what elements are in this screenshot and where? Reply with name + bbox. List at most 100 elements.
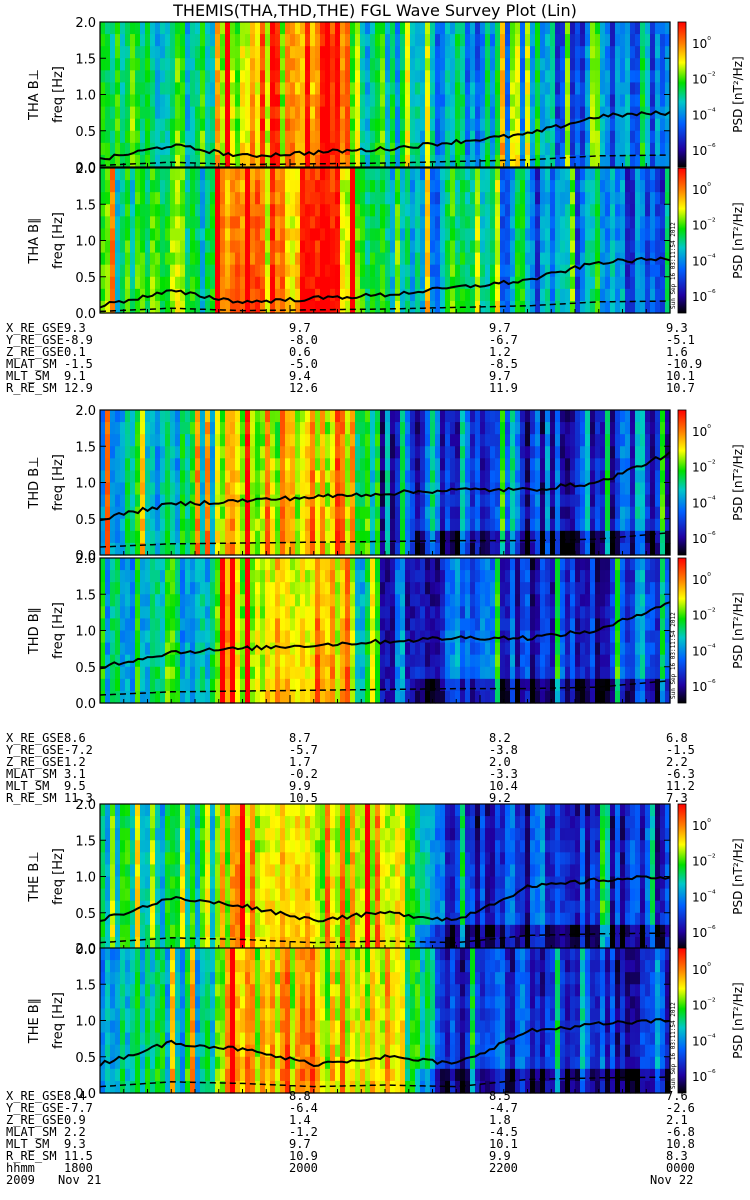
spectrogram-cell — [250, 168, 256, 181]
spectrogram-cell — [435, 470, 441, 484]
spectrogram-cell — [160, 458, 166, 472]
spectrogram-cell — [510, 106, 516, 120]
spectrogram-cell — [385, 180, 391, 193]
spectrogram-cell — [485, 410, 491, 423]
spectrogram-cell — [535, 518, 541, 532]
spectrogram-cell — [510, 216, 516, 230]
spectrogram-cell — [285, 570, 291, 583]
spectrogram-cell — [490, 22, 496, 35]
spectrogram-cell — [595, 446, 601, 459]
spectrogram-cell — [145, 264, 151, 278]
spectrogram-cell — [475, 252, 481, 266]
spectrogram-cell — [535, 446, 541, 459]
spectrogram-cell — [165, 154, 171, 168]
spectrogram-cell — [470, 94, 476, 108]
spectrogram-cell — [260, 34, 266, 47]
spectrogram-cell — [525, 518, 531, 532]
spectrogram-cell — [380, 94, 386, 108]
spectrogram-cell — [325, 446, 331, 459]
spectrogram-cell — [660, 106, 666, 120]
spectrogram-cell — [535, 470, 541, 484]
spectrogram-cell — [220, 542, 226, 556]
spectrogram-cell — [210, 288, 216, 302]
spectrogram-cell — [245, 276, 251, 290]
spectrogram-cell — [100, 446, 106, 459]
spectrogram-cell — [340, 470, 346, 484]
spectrogram-cell — [550, 94, 556, 108]
spectrogram-cell — [380, 482, 386, 496]
spectrogram-cell — [395, 106, 401, 120]
spectrogram-cell — [365, 154, 371, 168]
spectrogram-cell — [120, 518, 126, 532]
spectrogram-cell — [150, 240, 156, 254]
spectrogram-cell — [120, 422, 126, 435]
spectrogram-cell — [460, 82, 466, 96]
spectrogram-cell — [325, 666, 331, 680]
spectrogram-cell — [540, 168, 546, 181]
spectrogram-cell — [455, 446, 461, 459]
spectrogram-cell — [120, 558, 126, 571]
spectrogram-cell — [430, 106, 436, 120]
spectrogram-cell — [320, 570, 326, 583]
spectrogram-cell — [100, 594, 106, 607]
spectrogram-cell — [520, 300, 526, 314]
spectrogram-cell — [350, 582, 356, 595]
spectrogram-cell — [630, 22, 636, 35]
spectrogram-cell — [330, 482, 336, 496]
spectrogram-cell — [520, 204, 526, 217]
spectrogram-cell — [235, 594, 241, 607]
spectrogram-cell — [150, 252, 156, 266]
spectrogram-cell — [520, 252, 526, 266]
spectrogram-cell — [175, 130, 181, 144]
spectrogram-cell — [250, 530, 256, 544]
spectrogram-cell — [430, 410, 436, 423]
spectrogram-cell — [110, 58, 116, 71]
spectrogram-cell — [605, 470, 611, 484]
spectrogram-cell — [605, 106, 611, 120]
spectrogram-cell — [130, 130, 136, 144]
spectrogram-cell — [550, 22, 556, 35]
spectrogram-cell — [425, 300, 431, 314]
spectrogram-cell — [485, 106, 491, 120]
spectrogram-cell — [510, 94, 516, 108]
spectrogram-cell — [515, 228, 521, 242]
spectrogram-cell — [140, 470, 146, 484]
spectrogram-cell — [390, 494, 396, 508]
spectrogram-cell — [600, 252, 606, 266]
spectrogram-cell — [210, 666, 216, 680]
spectrogram-cell — [125, 530, 131, 544]
spectrogram-cell — [185, 582, 191, 595]
spectrogram-cell — [530, 204, 536, 217]
spectrogram-cell — [245, 154, 251, 168]
spectrogram-cell — [435, 34, 441, 47]
spectrogram-cell — [530, 264, 536, 278]
spectrogram-cell — [185, 470, 191, 484]
spectrogram-cell — [295, 240, 301, 254]
spectrogram-cell — [560, 542, 566, 556]
spectrogram-cell — [465, 240, 471, 254]
spectrogram-cell — [535, 168, 541, 181]
spectrogram-cell — [455, 542, 461, 556]
spectrogram-cell — [645, 422, 651, 435]
spectrogram-cell — [400, 446, 406, 459]
spectrogram-cell — [240, 530, 246, 544]
spectrogram-cell — [115, 94, 121, 108]
spectrogram-cell — [175, 70, 181, 84]
spectrogram-cell — [485, 240, 491, 254]
spectrogram-cell — [270, 192, 276, 205]
spectrogram-cell — [420, 70, 426, 84]
spectrogram-cell — [320, 518, 326, 532]
spectrogram-cell — [400, 582, 406, 595]
spectrogram-cell — [235, 204, 241, 217]
spectrogram-cell — [450, 192, 456, 205]
spectrogram-cell — [395, 422, 401, 435]
spectrogram-cell — [490, 168, 496, 181]
spectrogram-cell — [130, 46, 136, 59]
spectrogram-cell — [500, 276, 506, 290]
spectrogram-cell — [115, 252, 121, 266]
spectrogram-cell — [625, 154, 631, 168]
spectrogram-cell — [380, 518, 386, 532]
spectrogram-cell — [465, 94, 471, 108]
spectrogram-cell — [190, 558, 196, 571]
spectrogram-cell — [225, 154, 231, 168]
